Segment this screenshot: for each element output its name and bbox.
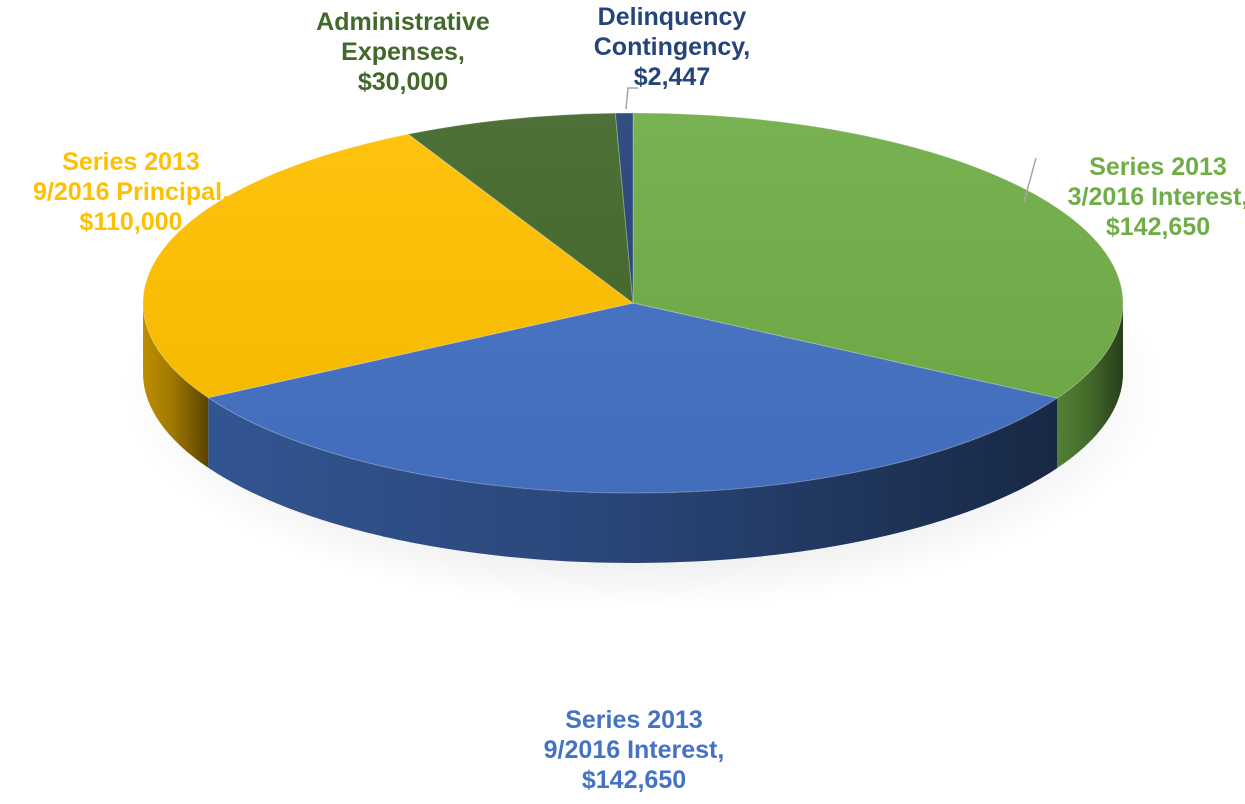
slice-label-line: Contingency, bbox=[594, 33, 750, 61]
slice-label: Administrative Expenses, $30,000 bbox=[316, 8, 490, 96]
slice-label-line: Delinquency bbox=[598, 3, 747, 31]
slice-label: Series 2013 9/2016 Interest, $142,650 bbox=[544, 706, 725, 794]
pie-slice-side-shading bbox=[143, 303, 209, 468]
leader-line bbox=[625, 87, 638, 110]
slice-label-line: $30,000 bbox=[358, 68, 448, 96]
slice-label-line: $142,650 bbox=[582, 766, 686, 794]
leader-line bbox=[1023, 157, 1037, 203]
slice-label-line: 9/2016 Interest, bbox=[544, 736, 725, 764]
slice-label: Series 2013 9/2016 Principal, $110,000 bbox=[33, 148, 229, 236]
slice-label-line: Series 2013 bbox=[565, 706, 703, 734]
slice-label-line: 3/2016 Interest, bbox=[1068, 183, 1245, 211]
slice-label-line: $110,000 bbox=[80, 208, 183, 236]
slice-label: Series 2013 3/2016 Interest, $142,650 bbox=[1068, 153, 1245, 241]
slice-label-line: $142,650 bbox=[1106, 213, 1210, 241]
slice-label-line: Administrative bbox=[316, 8, 490, 36]
pie-top-highlight bbox=[143, 113, 1123, 493]
slice-label-line: Expenses, bbox=[341, 38, 465, 66]
slice-label-line: $2,447 bbox=[634, 63, 710, 91]
slice-label-line: Series 2013 bbox=[1089, 153, 1227, 181]
slice-label-line: 9/2016 Principal, bbox=[33, 178, 229, 206]
slice-label: Delinquency Contingency, $2,447 bbox=[594, 3, 750, 91]
pie-slice-side-shading bbox=[1057, 303, 1123, 469]
slice-label-line: Series 2013 bbox=[62, 148, 200, 176]
pie-slice-side-shading bbox=[208, 397, 1058, 564]
